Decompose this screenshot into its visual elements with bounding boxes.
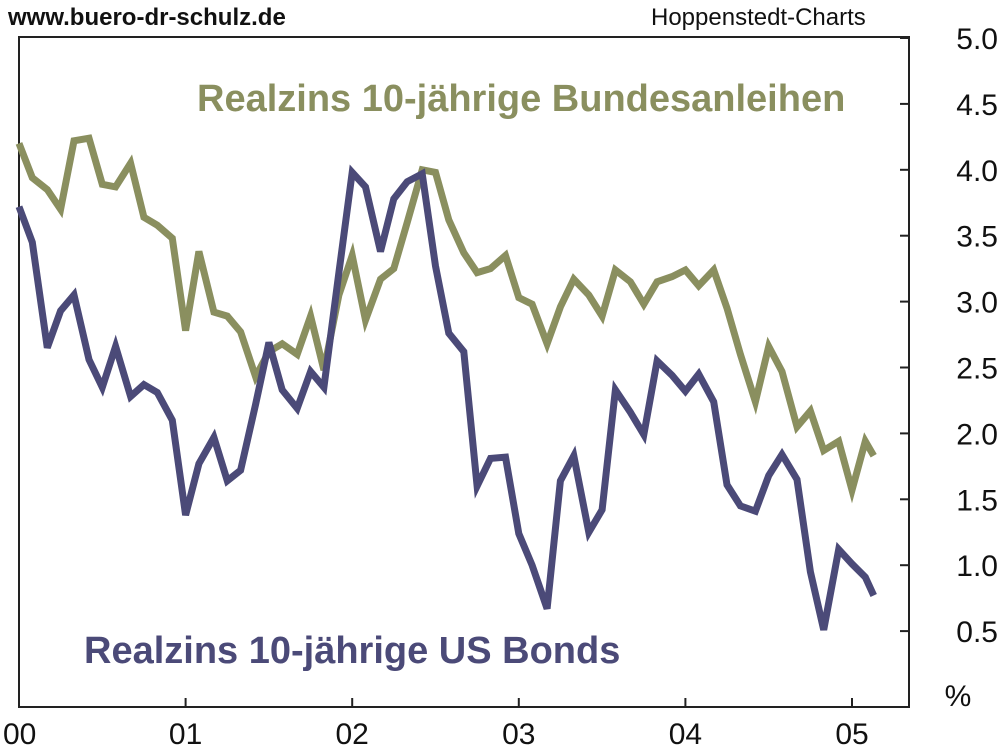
x-tick-label: 01 [169,718,202,751]
y-axis: 0.5 1.0 1.5 2.0 2.5 3.0 3.5 4.0 4.5 5.0 [900,23,998,649]
y-tick-label: 4.5 [956,89,998,122]
source-url: www.buero-dr-schulz.de [8,4,286,31]
x-tick-label: 05 [835,718,868,751]
series-label-us-bonds: Realzins 10-jährige US Bonds [84,630,621,672]
series-label-bundesanleihen: Realzins 10-jährige Bundesanleihen [197,78,846,120]
x-axis: 00 01 02 03 04 05 [3,698,869,751]
y-tick-label: 3.0 [956,287,998,320]
y-tick-label: 5.0 [956,23,998,56]
y-tick-label: 2.0 [956,418,998,451]
y-tick-label: 1.5 [956,484,998,517]
series-lines [15,134,877,631]
source-name: Hoppenstedt-Charts [651,4,866,31]
x-tick-label: 00 [3,718,36,751]
y-tick-label: 4.0 [956,155,998,188]
x-tick-label: 04 [669,718,702,751]
y-tick-label: 1.0 [956,550,998,583]
y-tick-label: 0.5 [956,616,998,649]
series-line-bundesanleihen [15,134,877,504]
y-tick-label: 2.5 [956,353,998,386]
x-tick-label: 02 [336,718,369,751]
y-unit-label: % [945,680,972,713]
y-tick-label: 3.5 [956,221,998,254]
plot-frame [18,36,910,708]
series-line-us-bonds [15,164,877,631]
x-tick-label: 03 [502,718,535,751]
